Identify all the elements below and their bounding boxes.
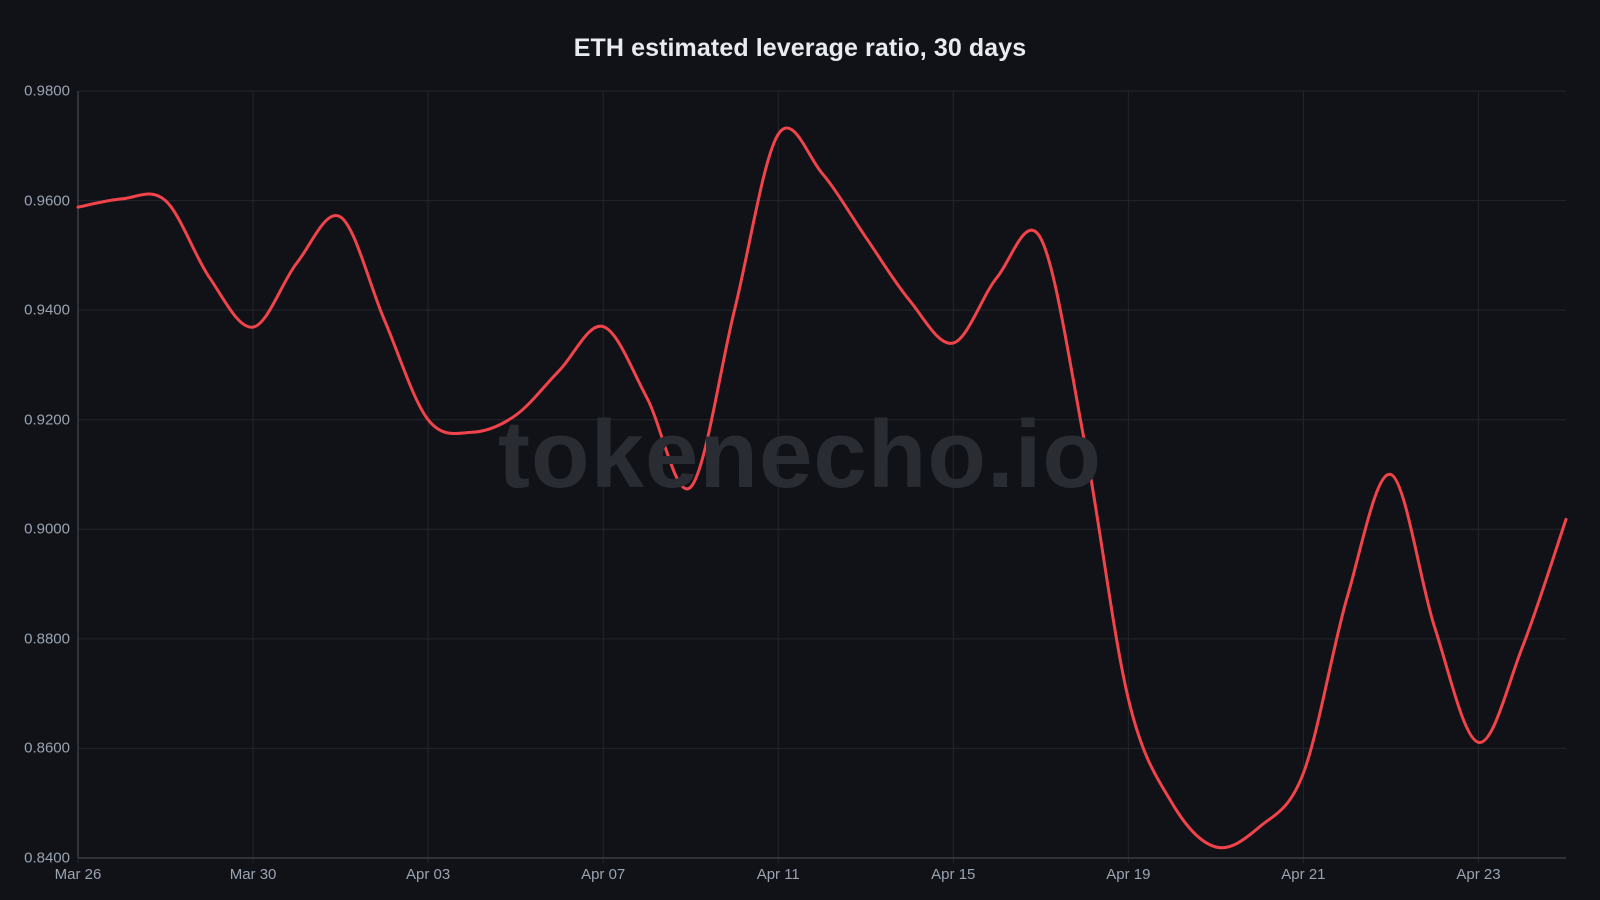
y-tick-label: 0.8800: [24, 630, 70, 648]
x-tick-label: Apr 23: [1456, 866, 1501, 883]
x-tick-label: Apr 19: [1106, 866, 1151, 883]
y-tick-label: 0.8400: [24, 849, 70, 867]
y-tick-label: 0.9600: [24, 192, 70, 210]
x-tick-label: Apr 11: [756, 866, 800, 883]
y-tick-label: 0.9000: [24, 520, 70, 538]
chart-title: ETH estimated leverage ratio, 30 days: [573, 34, 1027, 62]
grid-lines: [77, 90, 1566, 863]
x-tick-label: Apr 07: [581, 866, 626, 883]
y-tick-label: 0.9800: [24, 82, 70, 100]
y-tick-label: 0.9200: [24, 411, 70, 429]
y-tick-label: 0.9400: [24, 301, 70, 319]
x-tick-label: Mar 30: [229, 866, 277, 883]
x-tick-label: Apr 03: [406, 866, 451, 883]
x-tick-label: Apr 15: [931, 866, 976, 883]
leverage-ratio-line: [76, 126, 1568, 850]
x-tick-label: Mar 26: [54, 866, 102, 883]
y-tick-label: 0.8600: [24, 739, 70, 757]
x-tick-label: Apr 21: [1281, 866, 1326, 883]
